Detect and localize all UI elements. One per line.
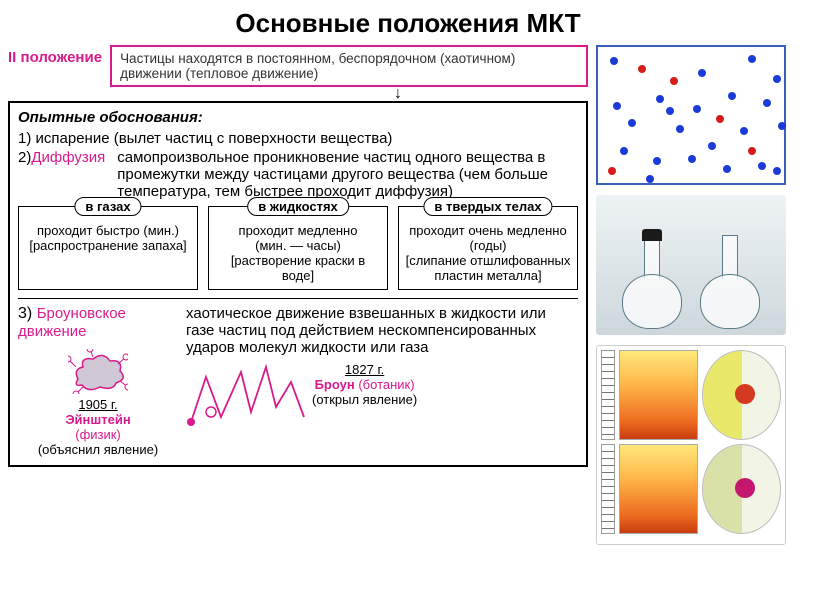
brown-name: Броун xyxy=(315,377,355,392)
blue-particle-icon xyxy=(688,155,696,163)
position-label: II положение xyxy=(8,45,102,66)
section-header: Опытные обоснования: xyxy=(18,109,578,126)
einstein-note: (объяснил явление) xyxy=(18,442,178,457)
item2-term: Диффузия xyxy=(31,149,105,200)
phase-liquid-text: проходит медленно (мин. — часы) [раствор… xyxy=(213,223,383,283)
blue-particle-icon xyxy=(758,162,766,170)
brownian-path-icon xyxy=(186,362,306,432)
blue-particle-icon xyxy=(773,75,781,83)
main-layout: II положение Частицы находятся в постоян… xyxy=(0,45,816,545)
separator xyxy=(18,298,578,299)
brown-year: 1827 г. xyxy=(345,362,384,377)
red-particle-icon xyxy=(716,115,724,123)
blue-particle-icon xyxy=(778,122,786,130)
flask-illustration xyxy=(596,195,786,335)
blue-particle-icon xyxy=(653,157,661,165)
blue-particle-icon xyxy=(698,69,706,77)
left-column: II положение Частицы находятся в постоян… xyxy=(8,45,588,545)
blue-particle-icon xyxy=(693,105,701,113)
brown-role: (ботаник) xyxy=(358,377,414,392)
blue-particle-icon xyxy=(773,167,781,175)
phase-solid-text: проходит очень медленно (годы) [слипание… xyxy=(403,223,573,283)
blue-particle-icon xyxy=(610,57,618,65)
diffusion-gradient xyxy=(619,350,698,440)
diffusion-illustration xyxy=(596,345,786,545)
phase-liquid-box: в жидкостях проходит медленно (мин. — ча… xyxy=(208,206,388,290)
red-particle-icon xyxy=(748,147,756,155)
einstein-role: (физик) xyxy=(75,427,121,442)
particle-diagram xyxy=(596,45,786,185)
phase-gas-box: в газах проходит быстро (мин.) [распрост… xyxy=(18,206,198,290)
evidence-item-1: 1) испарение (вылет частиц с поверхности… xyxy=(18,130,578,147)
page-title: Основные положения МКТ xyxy=(0,0,816,45)
brownian-bottom: 1827 г. Броун (ботаник) (открыл явление) xyxy=(186,362,578,432)
item3-number-term: 3) Броуновское движение xyxy=(18,305,178,341)
phase-gas-label: в газах xyxy=(74,197,141,216)
evidence-item-2: 2) Диффузия самопроизвольное проникновен… xyxy=(18,149,578,200)
blue-particle-icon xyxy=(656,95,664,103)
blue-particle-icon xyxy=(676,125,684,133)
blue-particle-icon xyxy=(728,92,736,100)
red-particle-icon xyxy=(638,65,646,73)
red-particle-icon xyxy=(670,77,678,85)
blue-particle-icon xyxy=(740,127,748,135)
item2-number: 2) xyxy=(18,149,31,200)
blue-particle-icon xyxy=(613,102,621,110)
red-particle-icon xyxy=(608,167,616,175)
blue-particle-icon xyxy=(666,107,674,115)
blue-particle-icon xyxy=(620,147,628,155)
blue-particle-icon xyxy=(708,142,716,150)
phase-gas-text: проходит быстро (мин.) [распространение … xyxy=(23,223,193,253)
einstein-block: 1905 г. Эйнштейн (физик) (объяснил явлен… xyxy=(18,349,178,457)
brownian-row: 3) Броуновское движение 1905 г. xyxy=(18,305,578,457)
flask-closed-icon xyxy=(617,229,687,329)
petri-dish-top xyxy=(702,350,781,440)
blue-particle-icon xyxy=(646,175,654,183)
blue-particle-icon xyxy=(763,99,771,107)
ruler-icon xyxy=(601,350,615,440)
item3-description: хаотическое движение взвешанных в жидкос… xyxy=(186,305,578,356)
molecule-cloud-icon xyxy=(68,349,128,394)
ruler-icon xyxy=(601,444,615,534)
item2-description: самопроизвольное проникновение частиц од… xyxy=(117,149,578,200)
flask-open-icon xyxy=(695,229,765,329)
phase-row: в газах проходит быстро (мин.) [распрост… xyxy=(18,206,578,290)
evidence-box: Опытные обоснования: 1) испарение (вылет… xyxy=(8,101,588,467)
brown-note: (открыл явление) xyxy=(312,392,417,407)
statement-box: Частицы находятся в постоянном, беспоряд… xyxy=(110,45,588,87)
item3-term: Броуновское движение xyxy=(18,305,126,340)
brown-block: 1827 г. Броун (ботаник) (открыл явление) xyxy=(312,362,417,432)
diffusion-gradient xyxy=(619,444,698,534)
blue-particle-icon xyxy=(628,119,636,127)
phase-solid-box: в твердых телах проходит очень медленно … xyxy=(398,206,578,290)
phase-solid-label: в твердых телах xyxy=(423,197,552,216)
position-row: II положение Частицы находятся в постоян… xyxy=(8,45,588,87)
brownian-left: 3) Броуновское движение 1905 г. xyxy=(18,305,178,457)
blue-particle-icon xyxy=(723,165,731,173)
arrow-down-icon: ↓ xyxy=(208,87,588,101)
right-column xyxy=(596,45,796,545)
brownian-right: хаотическое движение взвешанных в жидкос… xyxy=(186,305,578,457)
petri-dish-bottom xyxy=(702,444,781,534)
item3-number: 3) xyxy=(18,305,32,322)
einstein-year: 1905 г. xyxy=(78,397,117,412)
blue-particle-icon xyxy=(748,55,756,63)
phase-liquid-label: в жидкостях xyxy=(247,197,349,216)
einstein-name: Эйнштейн xyxy=(65,412,130,427)
